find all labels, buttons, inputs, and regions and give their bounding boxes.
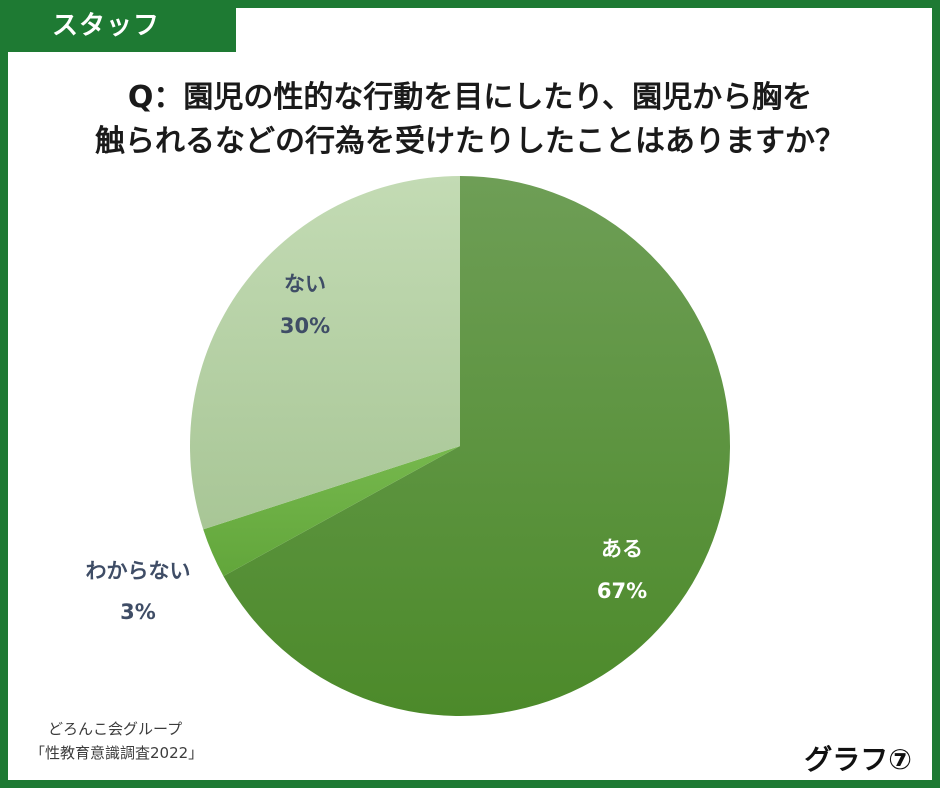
- slice-aru-value: 67%: [597, 579, 647, 603]
- slice-nai-label: ない: [284, 272, 326, 296]
- slice-aru: [223, 176, 731, 716]
- question-title-line2: 触られるなどの行為を受けたりしたことはありますか？: [95, 124, 845, 159]
- slice-wakaranai-label: わからない: [86, 559, 191, 583]
- source-survey: 「性教育意識調査2022」: [30, 744, 204, 762]
- graph-number: グラフ⑦: [804, 743, 912, 776]
- question-title-line1: Q：園児の性的な行動を目にしたり、園児から胸を: [127, 80, 813, 115]
- staff-tag: スタッフ: [0, 0, 236, 52]
- slice-aru-label: ある: [601, 537, 643, 561]
- slice-nai-value: 30%: [280, 314, 330, 338]
- slice-nai: [189, 176, 460, 530]
- slice-wakaranai-value: 3%: [120, 600, 156, 624]
- slice-wakaranai: [203, 446, 461, 577]
- source-org: どろんこ会グループ: [48, 720, 183, 738]
